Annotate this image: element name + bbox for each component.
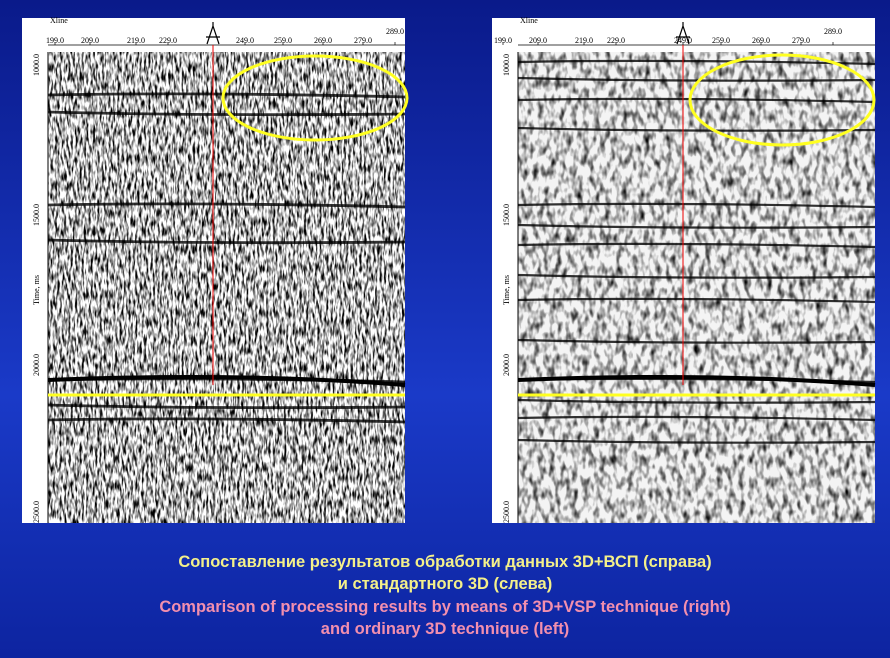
x-tick-label: 269.0 <box>752 36 770 45</box>
seismic-texture <box>518 52 875 523</box>
x-tick-label: 289.0 <box>386 27 404 36</box>
x-tick-label: 259.0 <box>274 36 292 45</box>
figure: Xline 199.0 209.0 219.0 229.0 249.0 259.0 269.0… <box>32 16 876 523</box>
x-tick-label: 259.0 <box>712 36 730 45</box>
x-tick-label: 249.0 <box>236 36 254 45</box>
x-tick-label: 219.0 <box>127 36 145 45</box>
highlight <box>221 54 409 142</box>
reflector <box>47 374 406 387</box>
time-label: 1000.0 <box>502 54 511 76</box>
reflector <box>517 374 876 387</box>
caption-ru: Сопоставление результатов обработки данн… <box>0 551 890 595</box>
reflector <box>517 415 876 422</box>
x-tick-label: 209.0 <box>81 36 99 45</box>
axis-title: Xline <box>50 16 68 25</box>
caption-line: and ordinary 3D technique (left) <box>320 620 570 638</box>
time-label: 2000.0 <box>32 354 41 376</box>
x-tick-label: 249.0 <box>674 36 692 45</box>
x-tick-label: 219.0 <box>575 36 593 45</box>
x-tick-label: 229.0 <box>159 36 177 45</box>
time-label: 1500.0 <box>32 204 41 226</box>
reflector <box>517 438 876 444</box>
x-tick-label: 229.0 <box>607 36 625 45</box>
y-axis-title: Time, ms <box>502 275 511 305</box>
caption-line: и стандартного 3D (слева) <box>337 575 553 593</box>
time-label: 1000.0 <box>32 54 41 76</box>
axis-title: Xline <box>520 16 538 25</box>
well-icon <box>206 22 220 45</box>
time-label: 2500.0 <box>502 501 511 523</box>
highlight <box>688 53 876 147</box>
x-tick-label: 269.0 <box>314 36 332 45</box>
reflector <box>47 403 406 410</box>
time-label: 2500.0 <box>32 501 41 523</box>
well-icon <box>676 22 690 45</box>
x-tick-label: 279.0 <box>354 36 372 45</box>
x-tick-label: 199.0 <box>46 36 64 45</box>
x-tick-label: 289.0 <box>824 27 842 36</box>
y-axis-title: Time, ms <box>32 275 41 305</box>
reflector <box>47 417 406 424</box>
seismic-texture <box>48 52 405 523</box>
x-tick-label: 199.0 <box>494 36 512 45</box>
caption-line: Сопоставление результатов обработки данн… <box>178 553 712 571</box>
time-label: 1500.0 <box>502 204 511 226</box>
time-label: 2000.0 <box>502 354 511 376</box>
caption-en: Comparison of processing results by mean… <box>0 596 890 640</box>
caption-line: Comparison of processing results by mean… <box>159 598 731 616</box>
x-tick-label: 209.0 <box>529 36 547 45</box>
x-tick-label: 279.0 <box>792 36 810 45</box>
reflector <box>517 398 876 404</box>
